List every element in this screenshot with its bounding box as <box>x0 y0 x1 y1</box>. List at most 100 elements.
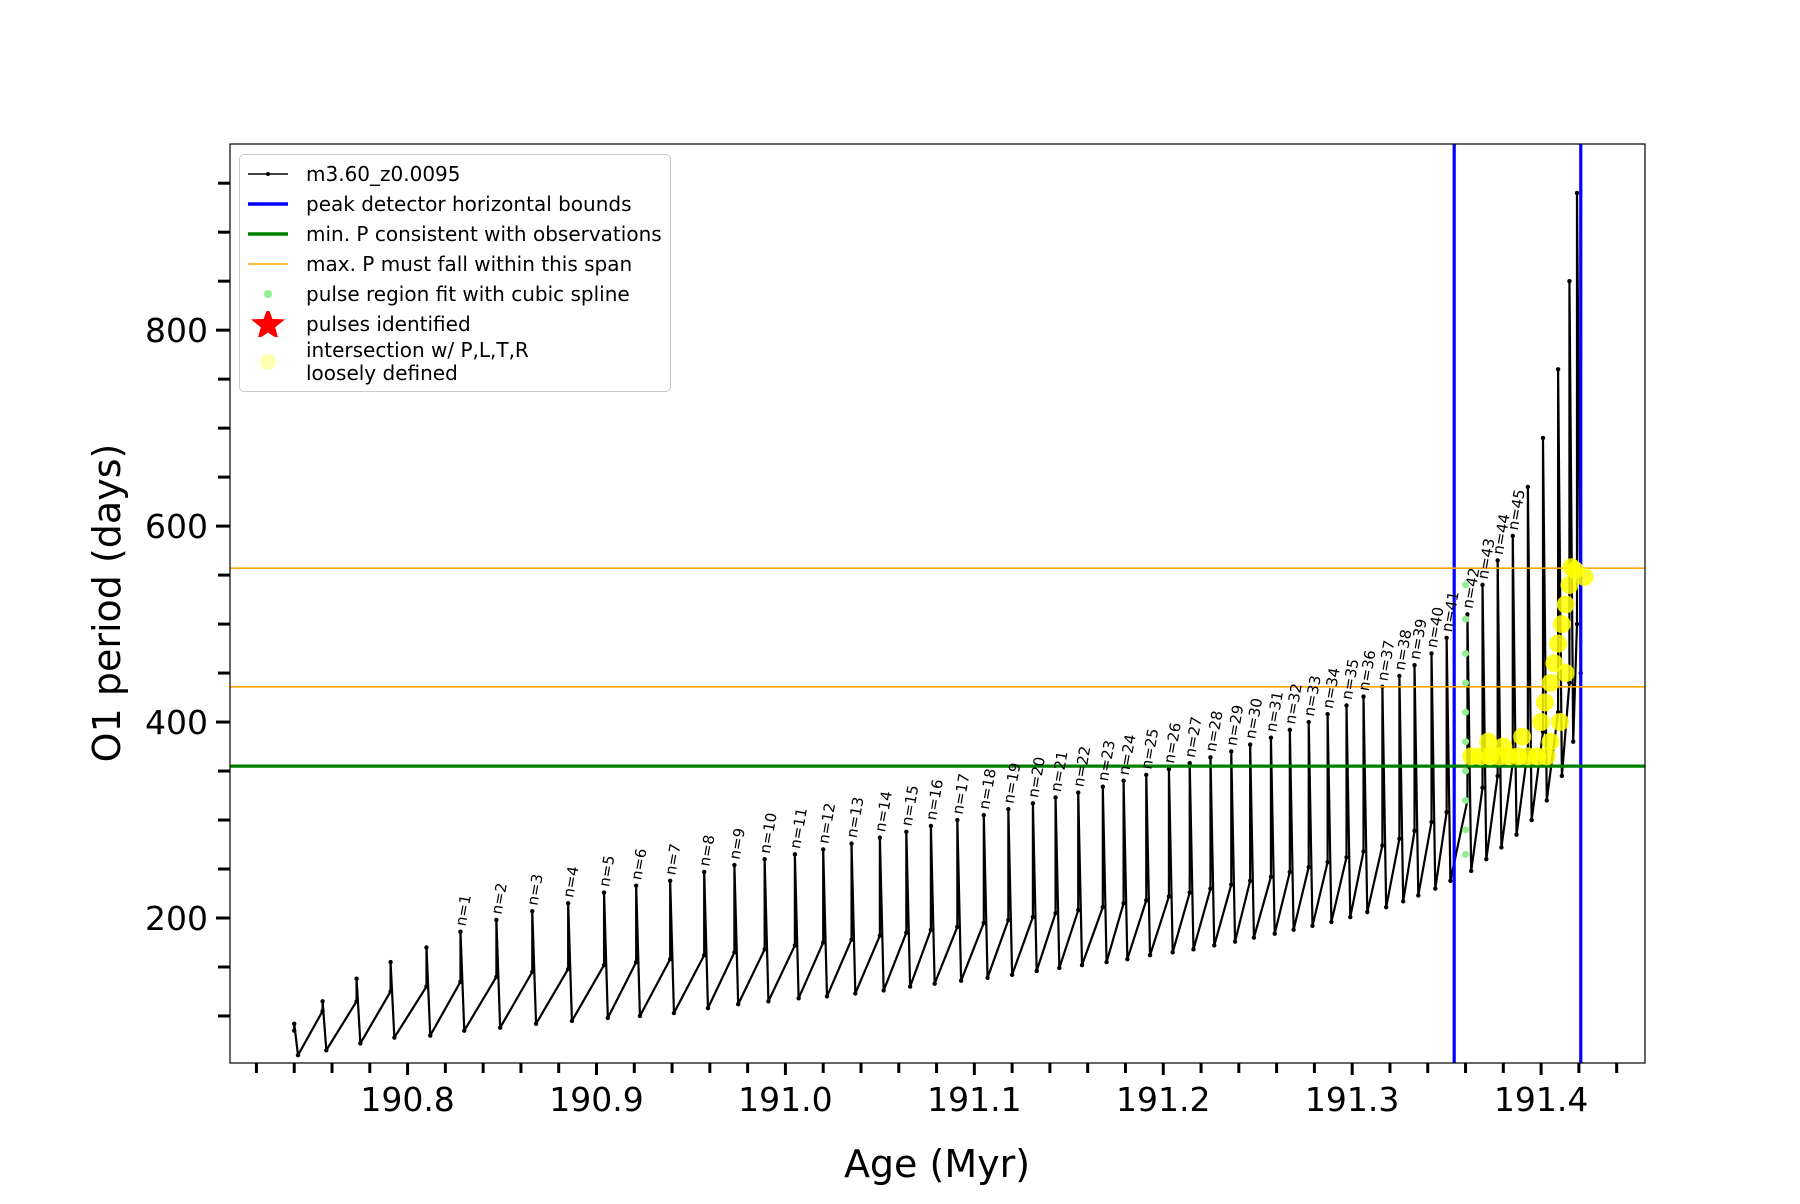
fit-marker <box>1462 767 1470 775</box>
series-point <box>388 959 393 965</box>
pulse-label: n=21 <box>1047 750 1072 794</box>
series-point <box>637 1013 643 1019</box>
series-point <box>1144 772 1149 778</box>
series-point <box>1429 819 1434 825</box>
series-point <box>1287 869 1293 875</box>
series-point <box>1144 898 1149 903</box>
pulse-label: n=20 <box>1024 755 1049 799</box>
series-point <box>1495 773 1500 779</box>
series-point <box>358 1041 363 1046</box>
y-tick-label: 600 <box>145 507 208 546</box>
series-point <box>1499 845 1504 850</box>
series-point <box>1121 778 1126 784</box>
series-point <box>1529 817 1534 823</box>
series-point <box>932 981 937 986</box>
series-point <box>1525 484 1531 490</box>
intersection-marker <box>1556 595 1575 614</box>
y-tick-label: 400 <box>145 703 208 742</box>
pulse-label: n=26 <box>1160 721 1185 765</box>
series-point <box>458 929 463 934</box>
series-point <box>1448 878 1453 883</box>
pulse-label: n=15 <box>898 784 923 828</box>
series-point <box>705 1005 711 1011</box>
series-point <box>1555 367 1561 372</box>
series-point <box>565 966 571 972</box>
intersection-marker <box>1532 713 1551 732</box>
pulse-label: n=17 <box>949 772 974 816</box>
series-point <box>1468 868 1474 874</box>
series-point <box>732 950 737 955</box>
series-point <box>1397 673 1402 679</box>
pulse-label: n=12 <box>814 801 839 845</box>
series-point <box>671 1010 677 1016</box>
series-point <box>928 823 934 829</box>
fit-marker <box>1462 850 1470 858</box>
series-point <box>388 989 393 994</box>
legend-swatch <box>250 311 286 337</box>
series-point <box>1510 533 1515 539</box>
series-point <box>796 996 801 1001</box>
pulse-label: n=30 <box>1241 697 1266 741</box>
intersection-marker <box>1560 575 1579 594</box>
series-point <box>530 969 535 975</box>
series-point <box>1574 621 1580 627</box>
pulse-label: n=7 <box>661 842 684 876</box>
series-point <box>633 883 639 888</box>
pulse-label: n=9 <box>726 827 749 861</box>
series-point <box>904 930 909 935</box>
legend-swatch <box>260 354 276 370</box>
series-point <box>1247 878 1253 883</box>
legend-swatch <box>264 290 272 298</box>
series-point <box>354 976 359 981</box>
legend-label: pulse region fit with cubic spline <box>306 281 630 306</box>
series-point <box>1170 950 1175 955</box>
series-point <box>824 994 830 999</box>
series-point <box>1272 931 1277 936</box>
series-point <box>1104 959 1109 965</box>
series-point <box>1229 882 1234 887</box>
series-point <box>1232 939 1238 944</box>
fit-marker <box>1462 708 1470 716</box>
series-point <box>981 812 986 818</box>
pulse-label: n=22 <box>1069 745 1094 789</box>
series-point <box>1344 855 1349 860</box>
series-point <box>1076 790 1081 795</box>
legend-swatch <box>248 232 288 236</box>
pulse-label: n=27 <box>1181 715 1206 759</box>
pulse-label: n=24 <box>1115 733 1140 777</box>
series-point <box>565 901 571 906</box>
legend-symbol <box>260 354 276 370</box>
pulse-label: n=1 <box>452 893 475 927</box>
series-point <box>633 959 639 965</box>
series-point <box>1567 278 1572 284</box>
pulse-label: n=4 <box>559 865 582 899</box>
series-point <box>533 1021 539 1027</box>
series-point <box>1480 785 1485 790</box>
series-point <box>1030 914 1036 920</box>
series-point <box>701 953 707 958</box>
legend-entry: max. P must fall within this span <box>246 249 662 279</box>
series-point <box>1567 680 1572 686</box>
series-point <box>1571 739 1576 744</box>
legend-symbol <box>250 311 286 337</box>
intersection-marker <box>1550 713 1569 732</box>
series-point <box>1383 905 1389 910</box>
legend-swatch <box>248 202 288 206</box>
series-point <box>1057 965 1062 971</box>
series-point <box>1444 809 1449 815</box>
pulse-label: n=41 <box>1438 590 1463 634</box>
series-point <box>1212 943 1217 948</box>
legend-swatch <box>248 172 288 176</box>
y-axis-label: O1 period (days) <box>85 444 129 763</box>
series-point <box>792 852 798 857</box>
series-point <box>1030 801 1036 806</box>
series-point <box>853 991 858 996</box>
series-point <box>1400 899 1406 904</box>
intersection-marker <box>1535 693 1554 712</box>
series-point <box>292 1021 297 1027</box>
series-point <box>1208 886 1213 891</box>
intersection-marker <box>1541 732 1560 751</box>
legend-symbol <box>266 172 270 176</box>
pulse-label: n=3 <box>523 873 546 907</box>
series-point <box>1433 886 1438 891</box>
